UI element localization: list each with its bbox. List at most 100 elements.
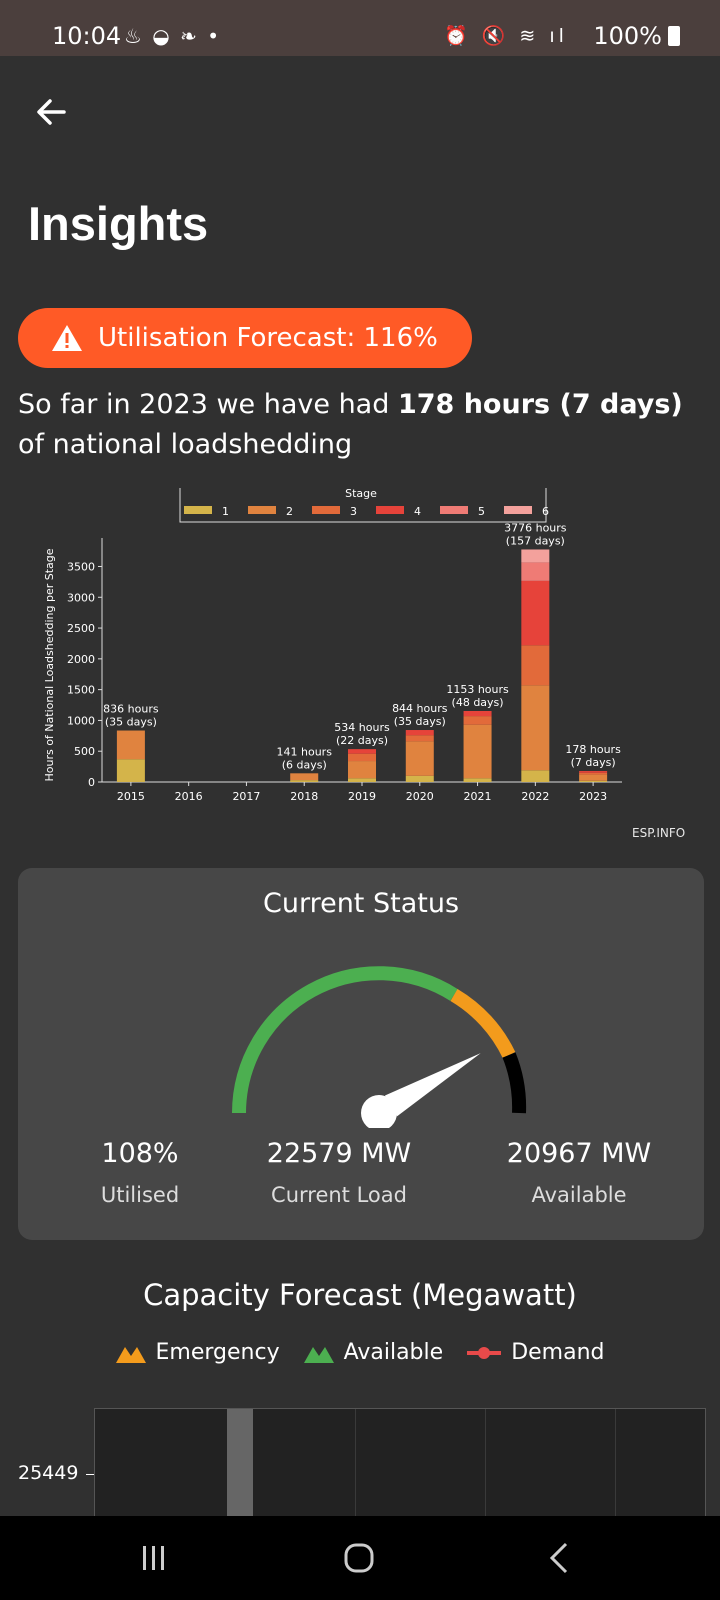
capacity-legend: Emergency Available Demand — [0, 1340, 720, 1365]
current-status-card: Current Status 108% Utilised 22579 MW Cu… — [18, 868, 704, 1240]
utilisation-gauge — [232, 966, 527, 1128]
bar-days-label: (157 days) — [506, 534, 565, 547]
bar-2015-stage-1 — [116, 759, 145, 782]
notification-icons: ♨ ◒ ❧ • — [124, 24, 222, 48]
legend-box — [179, 488, 547, 523]
back-button[interactable] — [540, 1538, 580, 1578]
bar-2022-stage-5 — [521, 562, 550, 581]
y-tick-label: 2500 — [67, 622, 95, 635]
back-chevron-icon — [549, 1542, 568, 1574]
bar-2022-stage-6 — [521, 549, 550, 563]
legend-swatch-6 — [504, 506, 532, 514]
bar-total-label: 836 hours — [103, 703, 159, 716]
legend-emergency[interactable]: Emergency — [115, 1340, 280, 1365]
bar-2019-stage-4 — [348, 749, 376, 754]
stat-available: 20967 MW Available — [506, 1138, 652, 1207]
bar-2022-stage-4 — [521, 580, 550, 646]
mountain-icon — [303, 1346, 334, 1363]
bar-2023-stage-2 — [579, 774, 608, 781]
y-tick-label: 2000 — [67, 653, 95, 666]
bar-days-label: (22 days) — [336, 734, 388, 747]
legend-label-5: 5 — [478, 505, 485, 518]
legend-label-6: 6 — [542, 505, 549, 518]
recent-apps-button[interactable] — [134, 1538, 174, 1578]
battery-icon — [668, 26, 680, 46]
bar-2018-stage-2 — [290, 773, 319, 781]
home-button[interactable] — [340, 1538, 380, 1578]
x-tick-label: 2018 — [290, 790, 318, 803]
x-tick-label: 2015 — [117, 790, 145, 803]
stat-current-load: 22579 MW Current Load — [266, 1138, 412, 1207]
bar-2019-stage-2 — [348, 761, 376, 779]
utilisation-forecast-text: Utilisation Forecast: 116% — [98, 323, 438, 353]
bar-2020-stage-4 — [405, 730, 434, 736]
capacity-forecast-title: Capacity Forecast (Megawatt) — [143, 1278, 577, 1312]
capacity-ytick-mark — [86, 1474, 94, 1475]
legend-swatch-1 — [184, 506, 212, 514]
legend-title: Stage — [345, 488, 377, 500]
status-time: 10:04 — [52, 22, 122, 50]
bar-2020-stage-1 — [405, 775, 434, 782]
chart-legend: Stage 1 2 3 4 5 6 — [179, 488, 549, 523]
utilisation-forecast-badge[interactable]: Utilisation Forecast: 116% — [18, 308, 472, 368]
y-tick-label: 3500 — [67, 560, 95, 573]
x-tick-label: 2022 — [521, 790, 549, 803]
legend-swatch-4 — [376, 506, 404, 514]
line-dot-icon — [467, 1346, 502, 1359]
bar-days-label: (48 days) — [452, 696, 504, 709]
bar-2019-stage-3 — [348, 753, 376, 762]
chart-axes: 0 500 1000 1500 2000 2500 3000 3500 2015 2016 2017… — [43, 538, 622, 803]
y-tick-label: 3000 — [67, 591, 95, 604]
page-title: Insights — [28, 197, 209, 250]
system-nav-bar — [0, 1516, 720, 1600]
legend-demand[interactable]: Demand — [467, 1340, 604, 1365]
y-tick-label: 1500 — [67, 684, 95, 697]
home-icon — [344, 1543, 374, 1573]
legend-label-2: 2 — [286, 505, 293, 518]
bar-days-label: (35 days) — [394, 715, 446, 728]
x-tick-label: 2019 — [348, 790, 376, 803]
bar-2021-stage-1 — [463, 778, 492, 782]
y-tick-label: 500 — [74, 745, 95, 758]
legend-label-4: 4 — [414, 505, 421, 518]
back-arrow-icon[interactable] — [34, 94, 70, 130]
bar-total-label: 178 hours — [565, 743, 621, 756]
system-icons: ⏰ 🔇 ≋ ıl — [444, 25, 568, 47]
bar-2019-stage-1 — [348, 778, 376, 782]
bar-total-label: 534 hours — [334, 721, 390, 734]
x-tick-label: 2016 — [175, 790, 203, 803]
y-axis-label: Hours of National Loadshedding per Stage — [43, 548, 56, 781]
bar-total-label: 3776 hours — [504, 521, 567, 534]
chart-bars — [116, 549, 608, 782]
bar-2023-stage-1 — [579, 780, 608, 782]
stat-utilised: 108% Utilised — [100, 1138, 180, 1207]
bar-2020-stage-3 — [405, 735, 434, 742]
legend-label-1: 1 — [222, 505, 229, 518]
bar-total-label: 844 hours — [392, 702, 448, 715]
bar-2021-stage-3 — [463, 716, 492, 725]
capacity-ytick: 25449 — [18, 1462, 79, 1484]
chart-bar-labels: 836 hours(35 days)141 hours(6 days)534 h… — [103, 521, 621, 771]
capacity-forecast-chart — [94, 1408, 706, 1519]
current-status-title: Current Status — [262, 888, 460, 919]
bar-2023-stage-4 — [579, 771, 608, 773]
bar-2023-stage-3 — [579, 772, 608, 775]
battery-percent: 100% — [593, 22, 662, 50]
bar-2015-stage-2 — [116, 730, 145, 760]
legend-available[interactable]: Available — [303, 1340, 443, 1365]
legend-swatch-5 — [440, 506, 468, 514]
y-tick-label: 0 — [88, 776, 95, 789]
recent-apps-icon — [143, 1546, 164, 1570]
bar-days-label: (7 days) — [571, 756, 616, 769]
bar-2021-stage-4 — [463, 710, 492, 717]
status-bar: 10:04 ♨ ◒ ❧ • ⏰ 🔇 ≋ ıl 100% — [0, 0, 720, 56]
legend-label-3: 3 — [350, 505, 357, 518]
loadshedding-summary: So far in 2023 we have had 178 hours (7 … — [18, 389, 683, 460]
needle-hub — [361, 1095, 397, 1128]
bar-2022-stage-1 — [521, 770, 550, 782]
bar-days-label: (6 days) — [282, 758, 327, 771]
gauge-needle — [361, 1053, 481, 1128]
warning-icon — [52, 325, 82, 351]
chart-watermark: ESP.INFO — [632, 826, 686, 840]
bar-days-label: (35 days) — [105, 716, 157, 729]
